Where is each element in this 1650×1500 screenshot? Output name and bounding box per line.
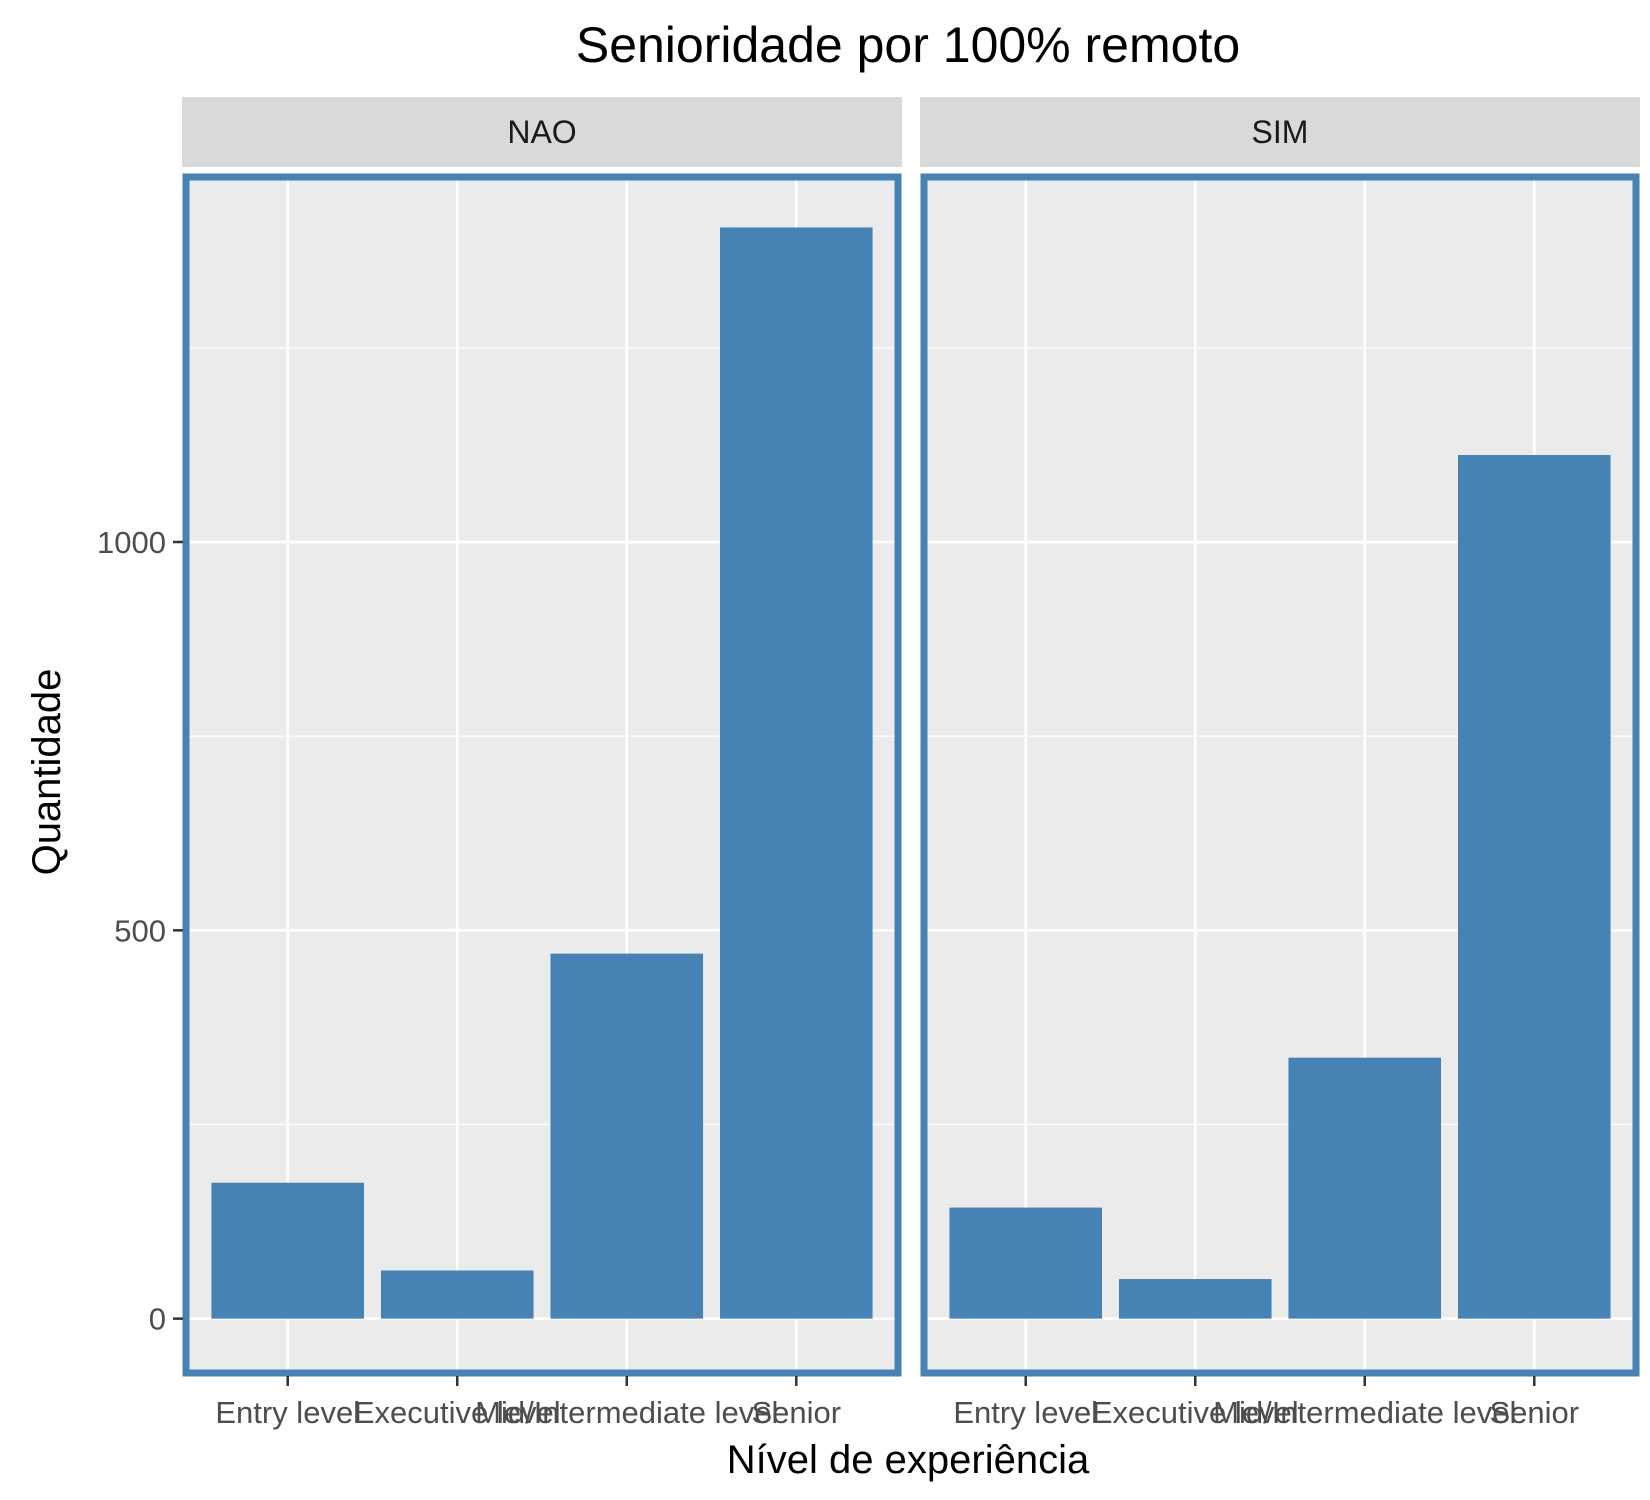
bar-nao-4 — [720, 227, 873, 1319]
y-tick-label: 500 — [114, 913, 166, 948]
facet-strip — [920, 97, 1640, 167]
bar-sim-4 — [1458, 455, 1611, 1319]
bar-sim-1 — [949, 1207, 1102, 1319]
x-tick-label: Executive level — [1092, 1395, 1299, 1430]
x-tick-label: Entry level — [953, 1395, 1098, 1430]
y-tick-label: 0 — [149, 1302, 166, 1337]
x-tick-label: Senior — [751, 1395, 841, 1430]
chart-title: Senioridade por 100% remoto — [576, 17, 1240, 73]
x-tick-label: Mid/Intermediate level — [1213, 1395, 1516, 1430]
bar-nao-1 — [211, 1182, 364, 1319]
x-tick-label: Entry level — [215, 1395, 360, 1430]
bar-sim-2 — [1118, 1279, 1272, 1319]
panel-border — [920, 173, 1640, 1377]
panel-border — [182, 173, 902, 1377]
y-tick-label: 1000 — [97, 525, 166, 560]
y-axis-title: Quantidade — [25, 669, 69, 876]
facet-strip — [182, 97, 902, 167]
x-tick-label: Executive level — [354, 1395, 561, 1430]
x-tick-label: Mid/Intermediate level — [475, 1395, 778, 1430]
y-axis: 0 500 1000 — [97, 525, 183, 1337]
bar-nao-2 — [380, 1270, 534, 1319]
x-tick-label: Senior — [1489, 1395, 1579, 1430]
facet-strip-label: SIM — [1252, 114, 1309, 150]
bar-sim-3 — [1288, 1057, 1442, 1319]
bar-nao-3 — [550, 953, 704, 1319]
facet-strip-label: NAO — [507, 114, 576, 150]
x-axis-title: Nível de experiência — [727, 1438, 1090, 1482]
